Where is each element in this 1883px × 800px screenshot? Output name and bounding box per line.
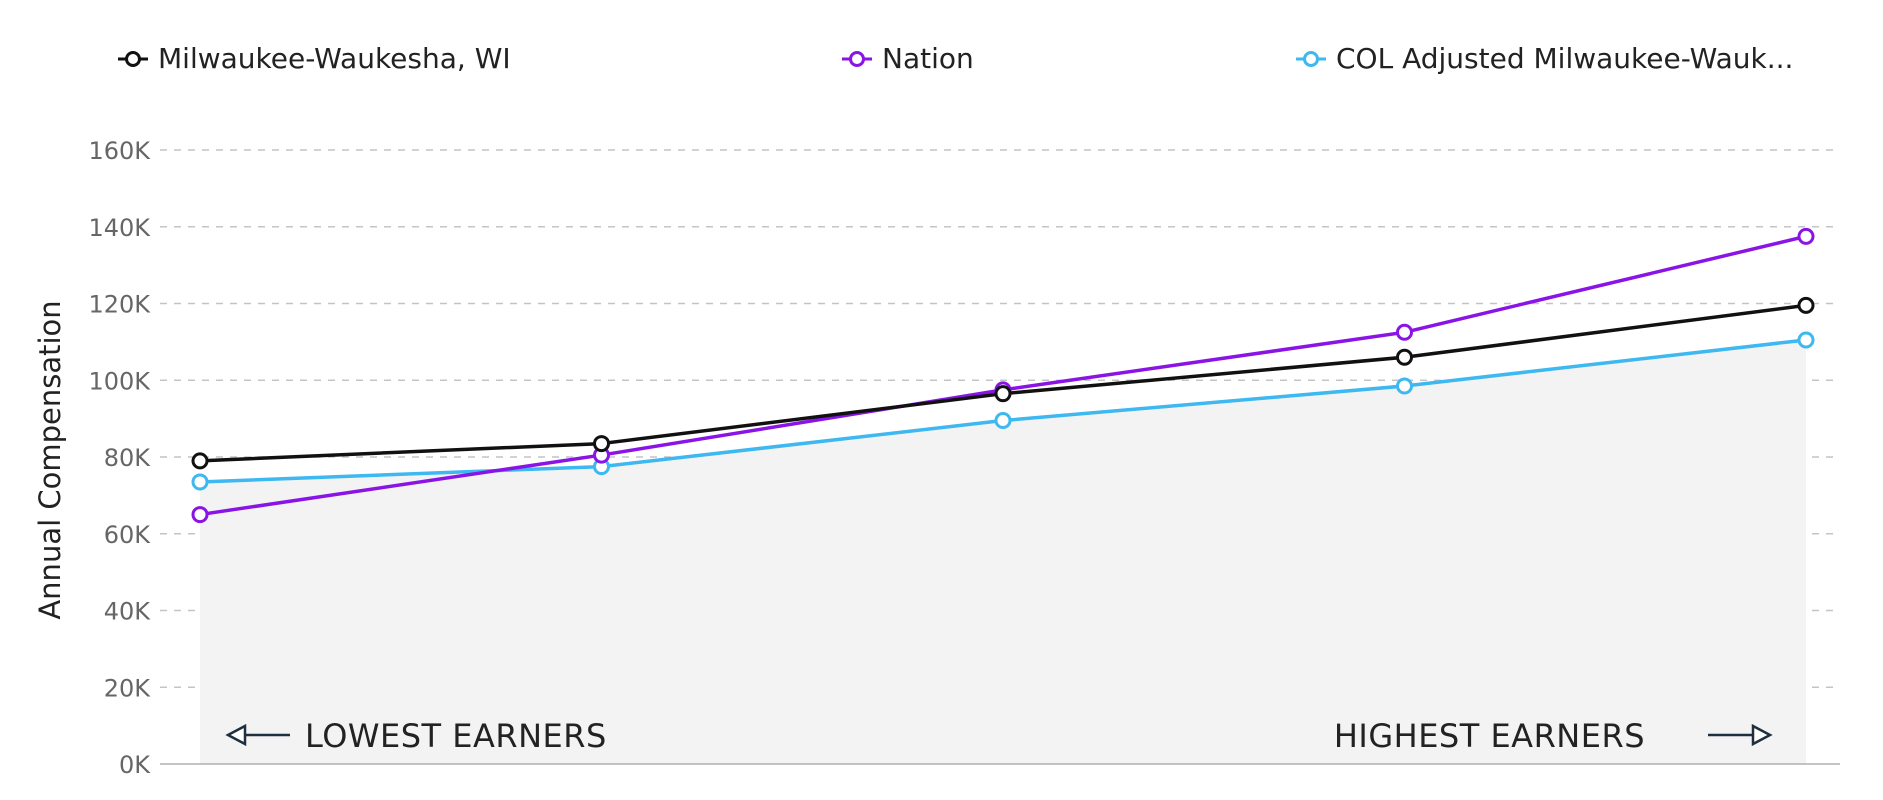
data-point <box>1396 323 1413 341</box>
y-tick-label: 60K <box>104 521 152 549</box>
data-point <box>1797 331 1815 349</box>
y-tick-label: 0K <box>119 751 151 779</box>
legend-marker-icon <box>842 50 872 67</box>
data-point <box>1396 377 1413 395</box>
legend-item-col-adjusted[interactable]: COL Adjusted Milwaukee-Wauk... <box>1296 42 1793 75</box>
lowest-earners-annotation: LOWEST EARNERS <box>225 717 607 755</box>
data-point <box>1396 348 1413 366</box>
highest-earners-label: HIGHEST EARNERS <box>1334 717 1645 755</box>
arrow-right-icon <box>1708 723 1773 747</box>
data-point <box>191 473 209 491</box>
data-point <box>593 435 610 453</box>
arrow-left-icon <box>225 723 290 747</box>
chart-legend: Milwaukee-Waukesha, WI Nation COL Adjust… <box>0 42 1883 82</box>
data-point <box>191 506 209 524</box>
data-point <box>1797 227 1815 245</box>
lowest-earners-label: LOWEST EARNERS <box>305 717 607 755</box>
data-point <box>994 385 1012 403</box>
y-axis-label: Annual Compensation <box>33 300 67 619</box>
axes: 0K 20K 40K 60K 80K 100K 120K 140K 160K <box>88 137 1840 779</box>
legend-label: Milwaukee-Waukesha, WI <box>158 42 511 75</box>
legend-marker-icon <box>1296 50 1326 67</box>
y-tick-label: 120K <box>88 291 151 319</box>
y-tick-label: 140K <box>88 214 151 242</box>
area-fill <box>200 339 1806 764</box>
y-tick-label: 20K <box>104 674 152 702</box>
y-tick-label: 80K <box>104 444 152 472</box>
legend-item-milwaukee[interactable]: Milwaukee-Waukesha, WI <box>118 42 511 75</box>
y-tick-label: 100K <box>88 367 151 395</box>
area-fill-path <box>200 339 1806 764</box>
data-point <box>191 452 209 470</box>
data-point <box>1797 296 1815 314</box>
legend-marker-icon <box>118 50 148 67</box>
legend-item-nation[interactable]: Nation <box>842 42 974 75</box>
y-tick-label: 40K <box>104 598 152 626</box>
highest-earners-annotation: HIGHEST EARNERS <box>1334 717 1773 755</box>
data-point <box>994 412 1012 430</box>
y-tick-label: 160K <box>88 137 151 165</box>
legend-label: COL Adjusted Milwaukee-Wauk... <box>1336 42 1794 75</box>
legend-label: Nation <box>882 42 974 75</box>
series-points <box>191 227 1815 524</box>
